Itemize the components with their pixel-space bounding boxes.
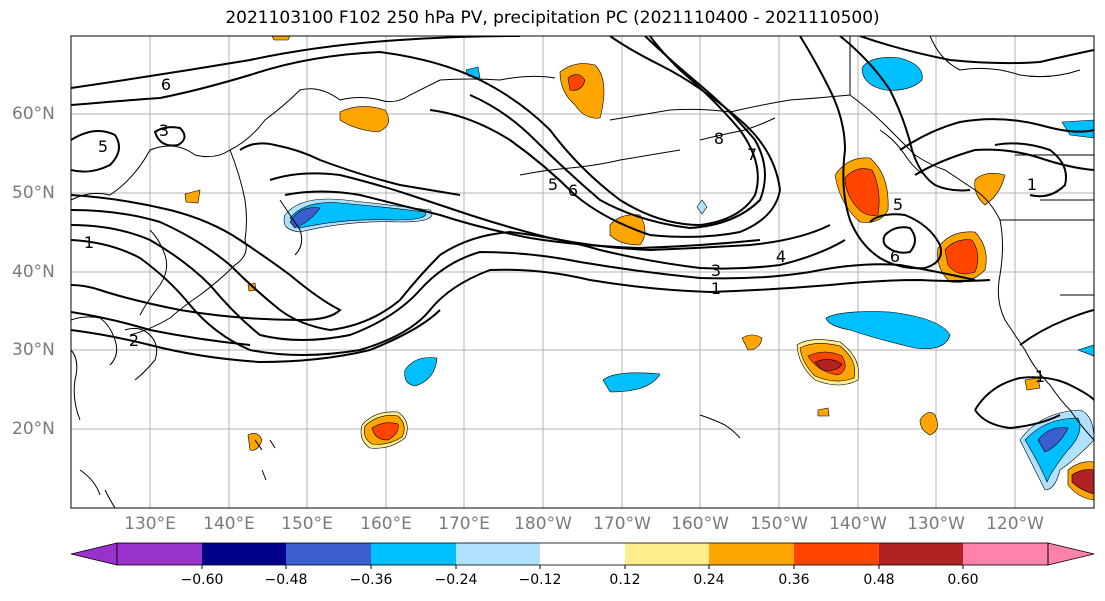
contour-label: 6 [568,181,578,200]
contour-label: 6 [161,75,171,94]
contour-label: 1 [84,233,94,252]
lon-label: 170°E [438,514,490,534]
contour-label: 3 [711,261,721,280]
lon-label: 130°E [124,514,176,534]
colorbar-extend-max [1047,542,1095,566]
colorbar-tick-label: −0.48 [264,572,308,588]
colorbar-tick-label: 0.12 [609,572,641,588]
colorbar [70,542,1095,569]
colorbar-tick-label: −0.24 [434,572,478,588]
lon-label: 160°E [360,514,412,534]
contour-label: 5 [548,175,558,194]
lon-label: 170°W [593,514,651,534]
lat-label: 30°N [12,340,55,360]
contour-label: 6 [890,247,900,266]
lat-label: 60°N [12,104,55,124]
lat-label: 50°N [12,183,55,203]
colorbar-tick-label: 0.24 [693,572,725,588]
contour-label: 2 [129,331,139,350]
contour-label: 1 [711,279,721,298]
lon-label: 120°W [986,514,1044,534]
colorbar-extend-min [70,542,118,566]
pv-contours [71,36,1094,430]
lon-label: 160°W [671,514,729,534]
contour-labels: 6 3 5 1 2 5 6 8 7 3 4 1 5 6 1 1 [84,75,1045,386]
lat-label: 40°N [12,262,55,282]
lon-label: 130°W [907,514,965,534]
contour-label: 5 [98,137,108,156]
contour-label: 3 [159,121,169,140]
positive-pc-shading [184,36,1094,501]
contour-label: 4 [776,247,786,266]
negative-pc-shading [283,57,1094,491]
lon-label: 180°W [514,514,572,534]
lon-label: 150°E [281,514,333,534]
lon-label: 140°W [829,514,887,534]
colorbar-tick-label: 0.60 [947,572,979,588]
lon-label: 150°W [750,514,808,534]
contour-label: 7 [747,145,757,164]
contour-label: 1 [1035,367,1045,386]
contour-label: 1 [1027,175,1037,194]
colorbar-tick-label: −0.36 [349,572,393,588]
map-title: 2021103100 F102 250 hPa PV, precipitatio… [225,8,880,28]
contour-label: 8 [714,129,724,148]
colorbar-tick-label: 0.48 [863,572,895,588]
colorbar-tick-label: 0.36 [778,572,810,588]
lat-label: 20°N [12,419,55,439]
colorbar-tick-label: −0.60 [180,572,224,588]
colorbar-tick-label: −0.12 [518,572,562,588]
lon-label: 140°E [203,514,255,534]
plot-frame [70,35,1095,509]
contour-label: 5 [893,195,903,214]
